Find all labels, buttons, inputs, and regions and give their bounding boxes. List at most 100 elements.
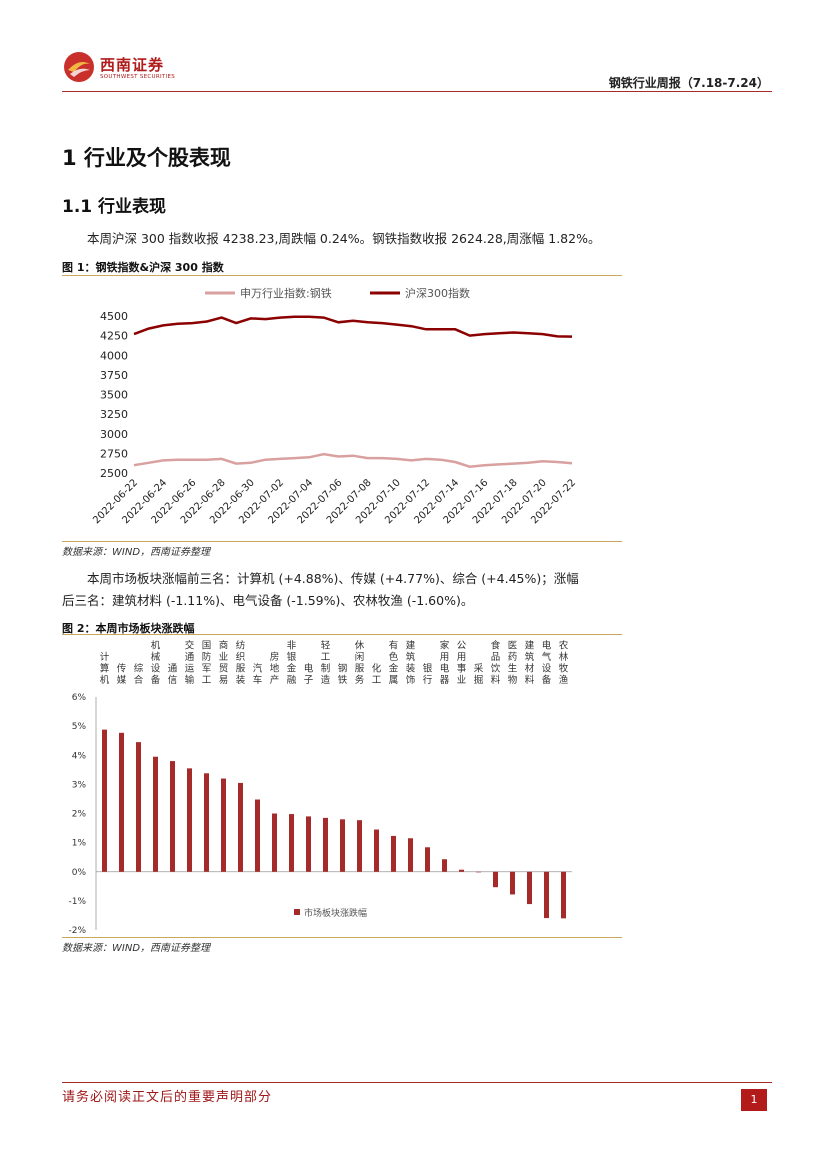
category-label-char: 业 — [457, 675, 467, 686]
category-label-char: 金 — [287, 663, 297, 675]
bar — [306, 816, 311, 872]
figure-1-title: 图 1：钢铁指数&沪深 300 指数 — [62, 261, 224, 274]
category-label-char: 用 — [457, 652, 467, 663]
category-label-char: 物 — [508, 674, 518, 686]
category-label-char: 综 — [134, 663, 144, 675]
bar — [153, 756, 158, 872]
category-label-char: 银 — [287, 651, 297, 663]
category-label-char: 用 — [440, 652, 450, 663]
category-label-char: 纺 — [236, 640, 246, 652]
category-label-char: 工 — [372, 675, 382, 686]
y-tick-label: 2750 — [100, 447, 128, 460]
category-label-char: 计 — [100, 651, 110, 663]
category-label-char: 合 — [134, 674, 144, 686]
category-label-char: 房 — [270, 651, 280, 663]
category-label-char: 装 — [236, 674, 246, 686]
figure-1-line-chart: 申万行业指数:钢铁 沪深300指数 2500 2750 3000 3250 3500 37… — [91, 286, 578, 526]
category-label: 建筑材料 — [525, 640, 535, 687]
y-tick-label: 5% — [72, 722, 87, 732]
category-label-char: 器 — [440, 675, 450, 686]
bars — [102, 729, 566, 919]
category-label-char: 军 — [202, 664, 212, 675]
category-label-char: 行 — [423, 674, 433, 686]
category-label-char: 气 — [542, 651, 552, 663]
category-label: 钢铁 — [338, 663, 348, 687]
category-label-char: 生 — [508, 663, 518, 675]
x-axis: 2022-06-222022-06-242022-06-262022-06-28… — [91, 477, 578, 526]
category-label-char: 休 — [355, 640, 365, 652]
category-label-char: 媒 — [117, 674, 127, 686]
category-label-char: 钢 — [338, 663, 348, 675]
category-label: 农林牧渔 — [559, 640, 569, 687]
bar — [119, 732, 124, 872]
figure-2-top-rule — [62, 634, 622, 635]
bar — [459, 869, 464, 872]
category-label: 传媒 — [117, 663, 127, 687]
category-label-char: 农 — [559, 640, 569, 652]
series-lines — [133, 315, 573, 468]
category-label-char: 事 — [457, 663, 467, 675]
hs300-index-line — [133, 315, 573, 338]
bar — [510, 871, 515, 895]
y-tick-label: 3750 — [100, 369, 128, 382]
bar — [255, 799, 260, 872]
category-label-char: 制 — [321, 663, 331, 675]
bar — [493, 871, 498, 888]
category-label: 银行 — [423, 663, 433, 687]
y-tick-label: 4250 — [100, 330, 128, 343]
category-label-char: 有 — [389, 640, 399, 652]
y-tick-label: -1% — [68, 897, 86, 907]
logo-subtitle: SOUTHWEST SECURITIES — [100, 74, 176, 80]
category-label-char: 运 — [185, 664, 195, 675]
bar — [170, 761, 175, 872]
category-label-char: 商 — [219, 640, 229, 652]
category-label-char: 机 — [151, 640, 161, 652]
category-label-char: 牧 — [559, 663, 569, 675]
category-label-char: 造 — [321, 674, 331, 686]
category-label-char: 易 — [219, 675, 229, 686]
bar — [527, 871, 532, 905]
category-label-char: 金 — [389, 663, 399, 675]
company-logo — [62, 50, 182, 86]
legend-label-steel: 申万行业指数:钢铁 — [240, 286, 332, 300]
y-tick-label: 3% — [72, 780, 87, 790]
y-axis: 2500 2750 3000 3250 3500 3750 4000 4250 4500 — [100, 310, 128, 480]
y-tick-label: 4000 — [100, 349, 128, 362]
category-label-char: 算 — [100, 663, 110, 675]
y-tick-label: -2% — [68, 926, 86, 936]
category-label-char: 装 — [406, 663, 416, 675]
category-label: 化工 — [372, 663, 382, 687]
category-label-char: 品 — [491, 652, 501, 663]
category-label-char: 闲 — [355, 652, 365, 663]
logo-name: 西南证券 — [100, 56, 165, 74]
category-label-char: 属 — [389, 675, 399, 686]
category-label-char: 贸 — [219, 663, 229, 675]
legend-label-bar: 市场板块涨跌幅 — [304, 907, 367, 919]
category-label-char: 化 — [372, 663, 382, 675]
bar — [442, 859, 447, 872]
figure-2-bar-chart: 计算机传媒综合机械设备通信交通运输国防军工商业贸易纺织服装汽车房地产非银金融电子… — [68, 640, 572, 936]
y-tick-label: 0% — [72, 868, 87, 878]
bar — [408, 838, 413, 872]
category-label-char: 信 — [168, 674, 178, 686]
category-label-char: 电 — [440, 663, 450, 675]
category-label-char: 筑 — [525, 651, 535, 663]
bar — [136, 742, 141, 872]
category-label-char: 饮 — [491, 663, 501, 675]
y-tick-label: 6% — [72, 693, 87, 703]
category-label-char: 融 — [287, 675, 297, 686]
category-label-char: 食 — [491, 640, 501, 652]
bar — [221, 778, 226, 872]
category-label-char: 饰 — [406, 674, 416, 686]
bar — [340, 819, 345, 872]
category-label: 房地产 — [270, 651, 280, 686]
bar — [561, 871, 566, 919]
